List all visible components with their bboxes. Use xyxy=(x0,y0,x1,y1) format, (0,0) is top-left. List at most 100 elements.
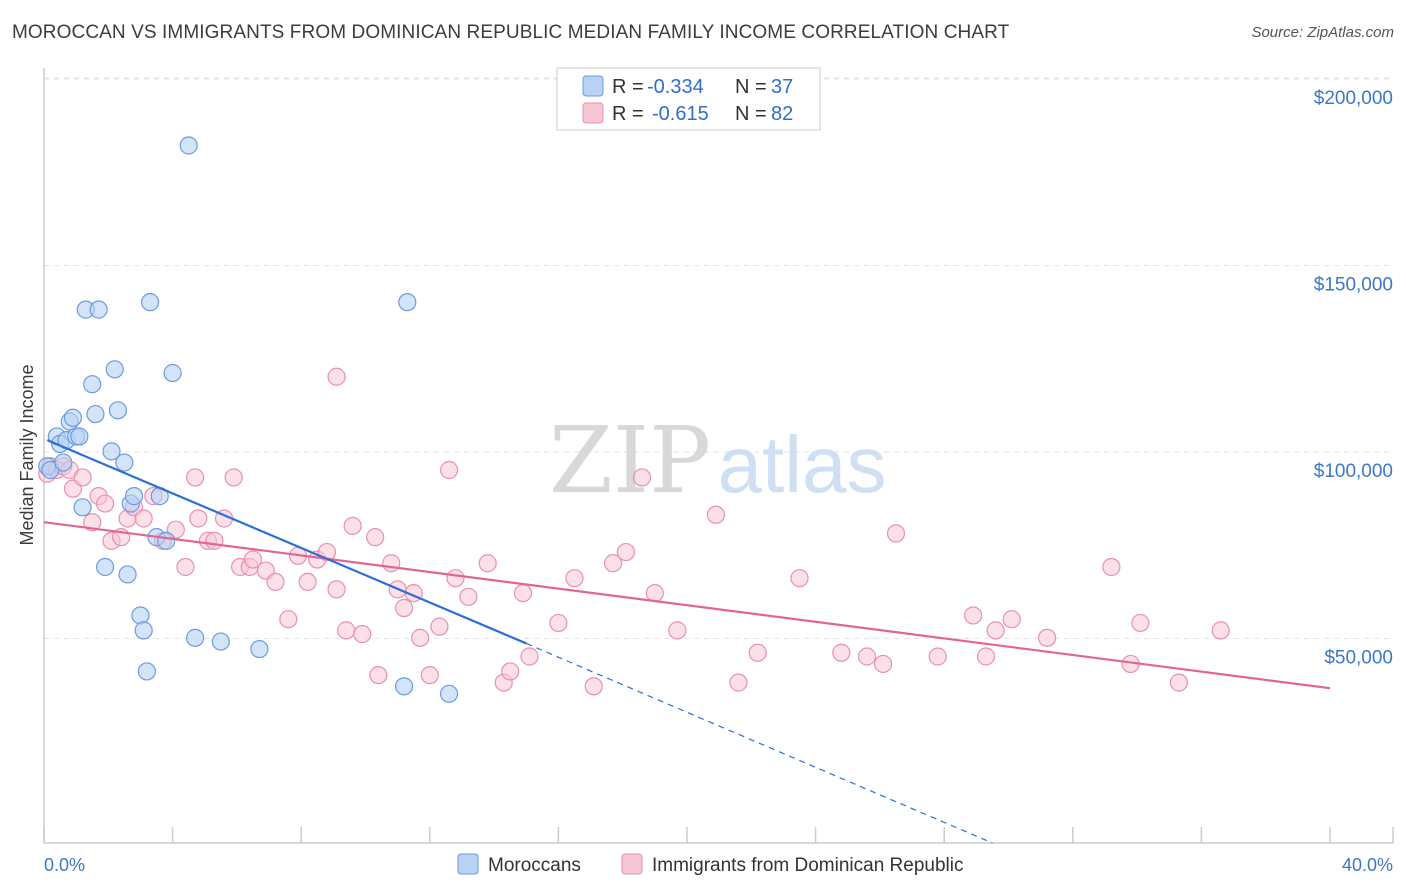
dominican-point xyxy=(1131,613,1150,633)
dominican-point xyxy=(430,617,449,636)
x-tick-label-1: 40.0% xyxy=(1342,855,1393,875)
moroccan-point xyxy=(179,136,198,155)
dominican-point xyxy=(513,583,533,603)
y-tick-label-0: $50,000 xyxy=(1324,648,1393,669)
dominican-point xyxy=(790,569,809,588)
dominican-point xyxy=(337,621,356,640)
dominican-point xyxy=(73,468,92,487)
moroccan-point xyxy=(439,684,459,703)
legend-r-value-2: -0.615 xyxy=(652,103,709,125)
dominican-point xyxy=(857,647,877,666)
x-tick-label-0: 0.0% xyxy=(44,855,85,875)
chart-title: MOROCCAN VS IMMIGRANTS FROM DOMINICAN RE… xyxy=(12,22,1010,43)
dominican-point xyxy=(176,557,195,577)
correlation-legend: R = -0.334 N = 37 R = -0.615 N = 82 xyxy=(556,67,821,131)
dominican-point xyxy=(584,677,603,696)
dominican-point xyxy=(1037,628,1057,647)
dominican-point xyxy=(706,505,726,524)
dominican-point xyxy=(603,554,623,573)
dominican-point xyxy=(205,531,224,550)
moroccan-point xyxy=(73,498,92,517)
watermark: ZIP atlas xyxy=(549,407,887,514)
legend-r-label-2: R = xyxy=(612,103,644,125)
dominican-point xyxy=(632,468,652,487)
dominican-point xyxy=(874,654,893,674)
legend-swatch-dominican xyxy=(582,102,604,124)
dominican-point xyxy=(327,580,346,599)
moroccan-point xyxy=(163,363,182,383)
dominican-point xyxy=(394,598,414,618)
series-legend: Moroccans Immigrants from Dominican Repu… xyxy=(457,853,964,876)
dominican-point xyxy=(549,613,568,633)
dominican-point xyxy=(459,587,478,606)
moroccan-point xyxy=(394,677,414,696)
dominican-point xyxy=(446,569,465,588)
moroccan-point xyxy=(105,360,124,379)
dominican-point xyxy=(928,647,947,666)
dominican-point xyxy=(1002,610,1021,629)
moroccan-point xyxy=(211,632,230,651)
moroccan-point xyxy=(250,639,269,659)
moroccan-point xyxy=(157,531,176,550)
moroccan-point xyxy=(118,565,137,584)
bottom-legend-swatch-dominican xyxy=(621,853,643,875)
moroccan-point xyxy=(102,442,121,461)
dominican-point xyxy=(327,367,346,386)
dominican-point xyxy=(411,628,430,647)
trend-lines xyxy=(43,439,1331,844)
legend-r-value-1: -0.334 xyxy=(647,76,704,98)
dominican-point xyxy=(439,460,459,480)
moroccan-point xyxy=(115,453,134,472)
dominican-point xyxy=(224,468,243,487)
y-tick-label-2: $150,000 xyxy=(1314,275,1393,296)
bottom-legend-swatch-moroccans xyxy=(457,853,479,875)
dominican-point xyxy=(243,550,263,569)
y-tick-label-3: $200,000 xyxy=(1314,88,1393,109)
watermark-atlas: atlas xyxy=(718,420,887,509)
dominican-point xyxy=(1211,621,1230,640)
dominican-point xyxy=(366,528,385,547)
moroccan-point xyxy=(140,293,160,312)
dominican-point xyxy=(748,643,767,662)
dominican-point xyxy=(279,610,298,629)
legend-swatch-moroccans xyxy=(582,75,604,97)
moroccan-point xyxy=(137,662,156,681)
dominican-point xyxy=(382,554,401,573)
series-moroccans-points xyxy=(38,136,459,703)
legend-r-label-1: R = xyxy=(612,76,644,98)
axes xyxy=(43,68,1393,844)
legend-n-value-2: 82 xyxy=(771,103,793,125)
dominican-point xyxy=(134,509,153,528)
moroccan-point xyxy=(95,557,115,577)
dominican-point xyxy=(616,542,636,562)
dominican-point xyxy=(976,647,996,666)
x-tick-marks xyxy=(43,827,1394,843)
dominican-point xyxy=(1169,673,1188,692)
y-tick-labels: $50,000 $100,000 $150,000 $200,000 xyxy=(1314,88,1393,669)
dominican-point xyxy=(478,554,497,573)
dominican-point xyxy=(266,572,285,592)
dominican-trend-line xyxy=(43,521,1331,690)
dominican-point xyxy=(420,666,439,685)
dominican-point xyxy=(95,494,115,513)
dominican-point xyxy=(886,524,906,543)
dominican-point xyxy=(369,666,388,685)
legend-n-label-1: N = xyxy=(735,76,767,98)
bottom-legend-label-moroccans: Moroccans xyxy=(488,855,581,876)
dominican-point xyxy=(298,572,317,592)
moroccan-point xyxy=(70,427,89,446)
bottom-legend-label-dominican: Immigrants from Dominican Republic xyxy=(652,855,964,876)
dominican-point xyxy=(832,643,851,662)
moroccan-point xyxy=(108,401,128,420)
dominican-point xyxy=(645,583,664,603)
moroccan-point xyxy=(89,300,108,319)
legend-n-value-1: 37 xyxy=(771,76,793,98)
moroccan-point xyxy=(54,453,73,472)
moroccan-trend-line xyxy=(46,439,527,645)
moroccan-point xyxy=(124,487,144,506)
dominican-point xyxy=(520,647,539,666)
dominican-point xyxy=(986,621,1005,640)
watermark-zip: ZIP xyxy=(549,407,711,514)
x-tick-labels: 0.0% 40.0% xyxy=(44,855,1393,875)
dominican-point xyxy=(189,509,208,528)
